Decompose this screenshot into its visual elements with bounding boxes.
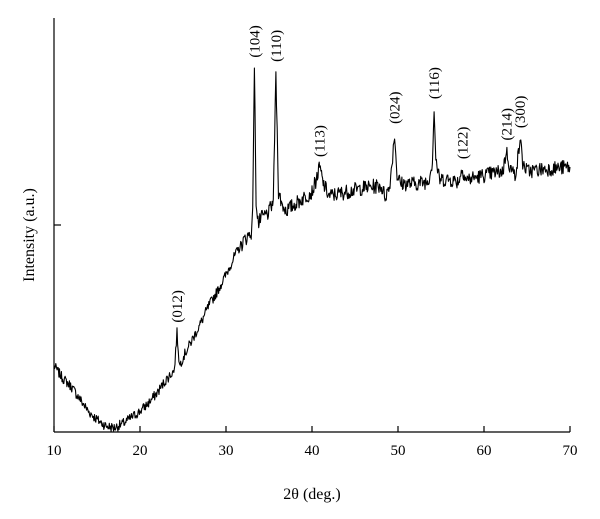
x-tick-label: 30 — [219, 443, 234, 459]
x-tick-label: 40 — [305, 443, 320, 459]
x-axis-label: 2θ (deg.) — [283, 486, 340, 503]
peak-label: (012) — [170, 290, 186, 323]
peak-label: (116) — [427, 67, 443, 99]
peak-labels: (012) (104) (110) (113) (024) (116) (122) (214)… — [170, 25, 529, 322]
peak-label: (110) — [269, 30, 285, 62]
peak-label: (104) — [247, 25, 263, 58]
x-tick-label: 60 — [477, 443, 492, 459]
x-tick-label: 50 — [391, 443, 406, 459]
peak-label: (214) — [499, 108, 515, 141]
x-tick-label: 70 — [563, 443, 578, 459]
plot-axes — [53, 18, 571, 433]
x-tick-labels: 10 20 30 40 50 60 70 — [47, 443, 578, 459]
series-layer — [53, 67, 571, 433]
peak-label: (113) — [313, 125, 329, 157]
peak-label: (024) — [388, 91, 404, 124]
peak-label: (300) — [513, 96, 529, 129]
x-tick-label: 20 — [133, 443, 148, 459]
xrd-series-line — [53, 67, 571, 433]
peak-label: (122) — [456, 127, 472, 160]
y-axis-label: Intensity (a.u.) — [21, 188, 38, 282]
x-tick-label: 10 — [47, 443, 62, 459]
